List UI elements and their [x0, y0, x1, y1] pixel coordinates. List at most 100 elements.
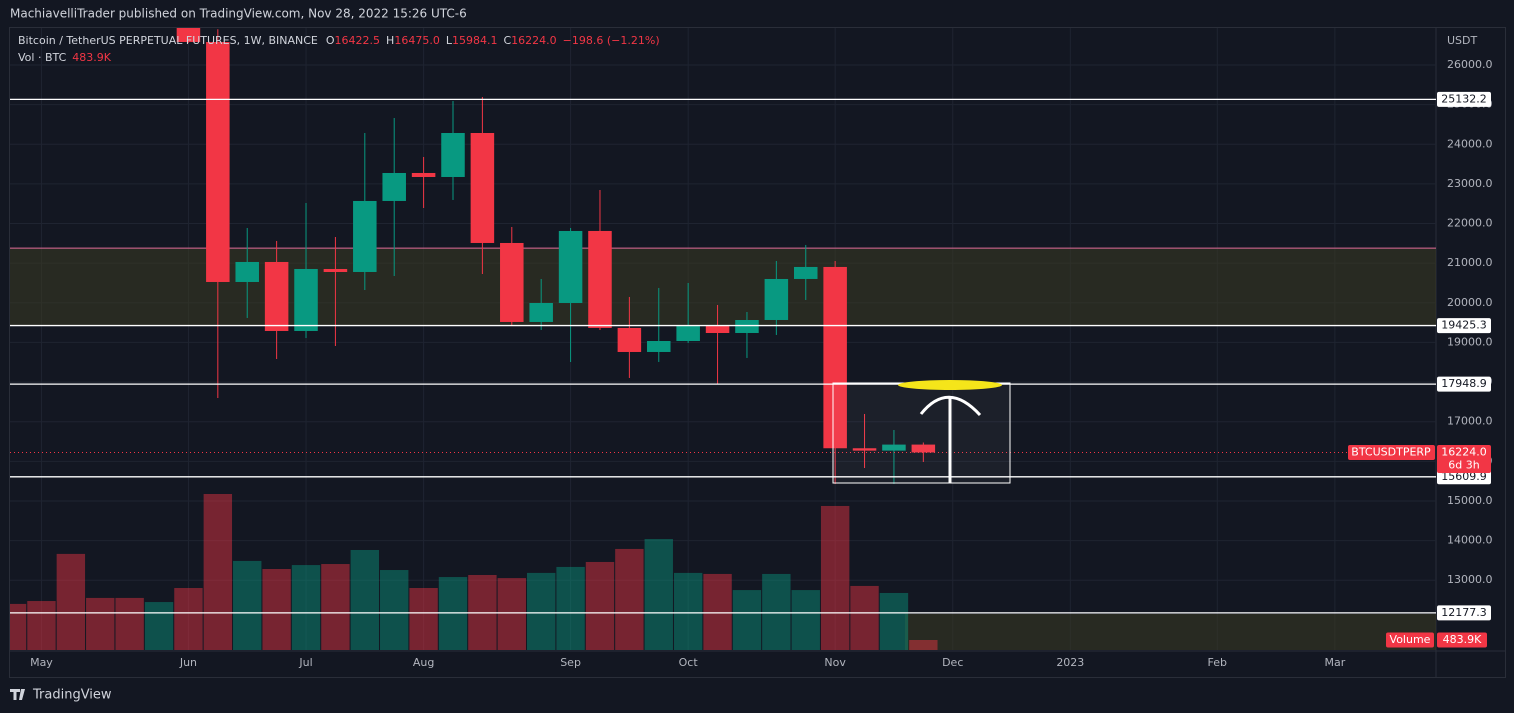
level-label-box [1437, 91, 1491, 107]
x-tick-label: Jul [298, 656, 312, 669]
volume-bar [673, 572, 703, 650]
candle-body [588, 230, 612, 328]
highlight [898, 380, 1002, 390]
volume-bar [174, 588, 203, 650]
volume-legend: Vol · BTC 483.9K [18, 51, 112, 64]
level-label: 25132.2 [1441, 92, 1487, 105]
legend-value: 16422.5 [335, 34, 381, 47]
axes: 13000.014000.015000.016000.017000.018000… [30, 58, 1492, 669]
symbol: Bitcoin / TetherUS PERPETUAL FUTURES, 1W… [18, 34, 318, 47]
candle-body [793, 266, 818, 279]
y-tick-label: 13000.0 [1447, 573, 1493, 586]
volume-name: Volume [1390, 633, 1431, 646]
candle-body [882, 444, 906, 451]
candle-body [529, 302, 553, 322]
legend-key: H [386, 34, 394, 47]
candle-body [735, 319, 759, 333]
level-label: 15609.9 [1441, 470, 1487, 483]
volume-bar [27, 601, 56, 650]
x-tick-label: Sep [560, 656, 581, 669]
volume-title: Vol · BTC [18, 51, 67, 64]
volume-bar [321, 564, 350, 650]
level-label-box [1437, 318, 1491, 334]
volume-bar [115, 597, 144, 650]
countdown: 6d 3h [1448, 458, 1479, 471]
volume-bar [233, 560, 262, 650]
volume-bar [791, 590, 820, 650]
candle-body [206, 41, 230, 282]
annotation [832, 380, 1011, 484]
volume-bar [380, 570, 409, 650]
volume-bar [909, 640, 938, 650]
y-tick-label: 17000.0 [1447, 415, 1493, 428]
volume-bar [526, 572, 556, 650]
volume-value: 483.9K [1443, 633, 1482, 646]
symbol-label: BTCUSDTPERP [1351, 445, 1431, 458]
volume-bar [732, 590, 762, 650]
volume-name-box [1386, 632, 1434, 648]
candle-body [470, 132, 495, 243]
volume-legend-value: 483.9K [72, 51, 111, 64]
volume-bar [703, 573, 732, 650]
volume-value-box [1437, 632, 1487, 648]
volume-bar [56, 553, 86, 650]
volume-bar [409, 588, 438, 650]
x-tick-label: Mar [1324, 656, 1345, 669]
volume-bar [820, 505, 850, 650]
range-box [832, 382, 1011, 484]
volume-bar [644, 539, 673, 650]
x-tick-label: Dec [942, 656, 963, 669]
level-label: 19425.3 [1441, 319, 1487, 332]
volume-bar [497, 578, 526, 650]
candle-body [676, 325, 700, 342]
volume-bar [86, 597, 115, 650]
legend-key: O [326, 34, 335, 47]
legend-change: −198.6 (−1.21%) [563, 34, 660, 47]
last-price-label: 16224.0 [1441, 445, 1487, 458]
volume-bar [762, 573, 791, 650]
x-tick-label: Oct [679, 656, 699, 669]
lower-zone [905, 614, 1436, 650]
y-tick-label: 19000.0 [1447, 335, 1493, 348]
volume-bar [438, 577, 468, 650]
arrow [919, 395, 982, 483]
level-label: 17948.9 [1441, 377, 1487, 390]
legend-key: L [446, 34, 453, 47]
volume-bar [879, 592, 909, 650]
y-tick-label: 26000.0 [1447, 58, 1493, 71]
candle-body [558, 230, 583, 303]
candle-body [235, 261, 259, 282]
y-tick-label: 20000.0 [1447, 296, 1493, 309]
y-tick-label: 23000.0 [1447, 177, 1493, 190]
candle-body [852, 448, 877, 451]
volume-bar [850, 585, 879, 650]
level-label-box [1437, 605, 1491, 621]
candle-body [705, 325, 730, 333]
x-tick-label: Jun [179, 656, 197, 669]
logo [10, 689, 25, 700]
candle-body [411, 172, 436, 177]
y-tick-label: 14000.0 [1447, 534, 1493, 547]
chart-panel [9, 27, 1506, 678]
x-tick-label: Aug [413, 656, 434, 669]
candle-body [911, 444, 936, 453]
candle-body [617, 327, 642, 352]
y-tick-label: 21000.0 [1447, 256, 1493, 269]
candle-body [353, 200, 377, 272]
candle-body [764, 278, 789, 320]
volume-bar [10, 603, 27, 650]
volume-bar [350, 549, 380, 650]
currency: USDT [1447, 34, 1478, 47]
level-label: 12177.3 [1441, 606, 1487, 619]
candle-body [647, 341, 671, 352]
candle-body [323, 268, 348, 272]
candle-body [294, 268, 318, 331]
x-tick-label: Feb [1208, 656, 1227, 669]
symbol-box [1348, 444, 1435, 460]
legend: Bitcoin / TetherUS PERPETUAL FUTURES, 1W… [18, 34, 660, 47]
candle-body [176, 28, 201, 42]
level-label-box [1437, 376, 1491, 392]
volume-bar [144, 602, 174, 650]
